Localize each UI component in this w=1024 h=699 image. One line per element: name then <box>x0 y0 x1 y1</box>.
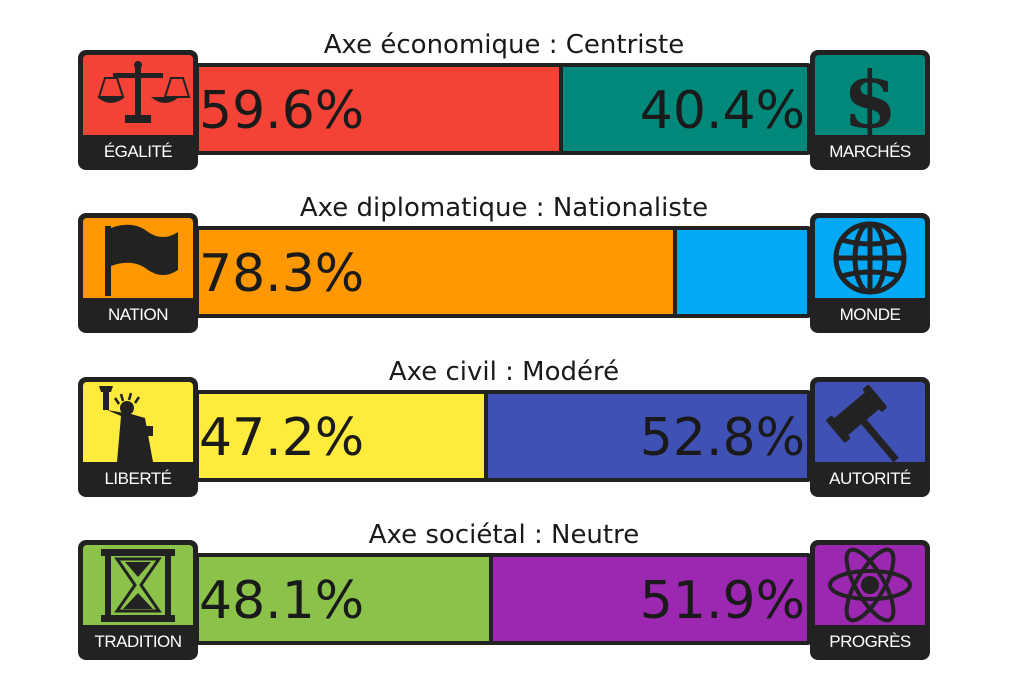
axis-bar: 47.2% 52.8% <box>195 390 811 482</box>
bar-segment-right <box>561 67 807 151</box>
percent-label-right: 51.9% <box>639 571 805 631</box>
axis-row: Axe sociétal : Neutre 48.1% 51.9% TRADITION… <box>78 518 930 678</box>
pole-label: MONDE <box>839 305 901 324</box>
dollar-icon: $ <box>815 55 925 135</box>
percent-label-right: 52.8% <box>639 408 805 468</box>
bar-segment-left <box>199 230 675 314</box>
axis-row: Axe économique : Centriste 59.6% 40.4% ÉGAL… <box>78 28 930 188</box>
percent-label-left: 48.1% <box>199 571 365 631</box>
bar-segment-left <box>199 67 561 151</box>
axis-bar: 78.3% <box>195 226 811 318</box>
bar-segment-left <box>199 394 486 478</box>
axis-title: Axe économique : Centriste <box>323 30 685 60</box>
bar-segment-right <box>486 394 807 478</box>
pole-badge-left: LIBERTÉ <box>78 377 198 497</box>
percent-label-left: 78.3% <box>199 244 365 304</box>
gavel-icon <box>815 382 925 462</box>
pole-badge-right: PROGRÈS <box>810 540 930 660</box>
globe-icon <box>815 218 925 298</box>
bar-divider <box>484 394 488 478</box>
pole-badge-right: AUTORITÉ <box>810 377 930 497</box>
pole-label: NATION <box>108 305 168 324</box>
percent-label-left: 59.6% <box>199 81 365 141</box>
bar-segment-right <box>491 557 807 641</box>
bar-segment-right <box>675 230 807 314</box>
liberty-statue-icon <box>83 382 193 462</box>
hourglass-icon <box>83 545 193 625</box>
pole-badge-left: ÉGALITÉ <box>78 50 198 170</box>
axis-bar: 48.1% 51.9% <box>195 553 811 645</box>
axis-title: Axe sociétal : Neutre <box>368 520 640 550</box>
axis-row: Axe civil : Modéré 47.2% 52.8% LIBERTÉ AUTOR… <box>78 355 930 515</box>
pole-badge-left: TRADITION <box>78 540 198 660</box>
pole-label: MARCHÉS <box>829 142 911 161</box>
atom-icon <box>815 545 925 625</box>
pole-label: PROGRÈS <box>829 632 911 651</box>
pole-badge-right: MONDE <box>810 213 930 333</box>
bar-divider <box>489 557 493 641</box>
bar-segment-left <box>199 557 491 641</box>
flag-icon <box>83 218 193 298</box>
bar-divider <box>673 230 677 314</box>
axis-title: Axe diplomatique : Nationaliste <box>299 193 709 223</box>
pole-label: ÉGALITÉ <box>103 142 173 161</box>
percent-label-right: 40.4% <box>639 81 805 141</box>
pole-badge-left: NATION <box>78 213 198 333</box>
bar-divider <box>559 67 563 151</box>
axis-row: Axe diplomatique : Nationaliste 78.3% NATI… <box>78 191 930 351</box>
scales-icon <box>83 55 193 135</box>
percent-label-left: 47.2% <box>199 408 365 468</box>
pole-label: TRADITION <box>94 632 182 651</box>
axis-bar: 59.6% 40.4% <box>195 63 811 155</box>
svg-text:$: $ <box>843 55 897 135</box>
pole-label: LIBERTÉ <box>104 469 172 488</box>
axis-title: Axe civil : Modéré <box>388 357 620 387</box>
pole-badge-right: $ MARCHÉS <box>810 50 930 170</box>
pole-label: AUTORITÉ <box>829 469 911 488</box>
